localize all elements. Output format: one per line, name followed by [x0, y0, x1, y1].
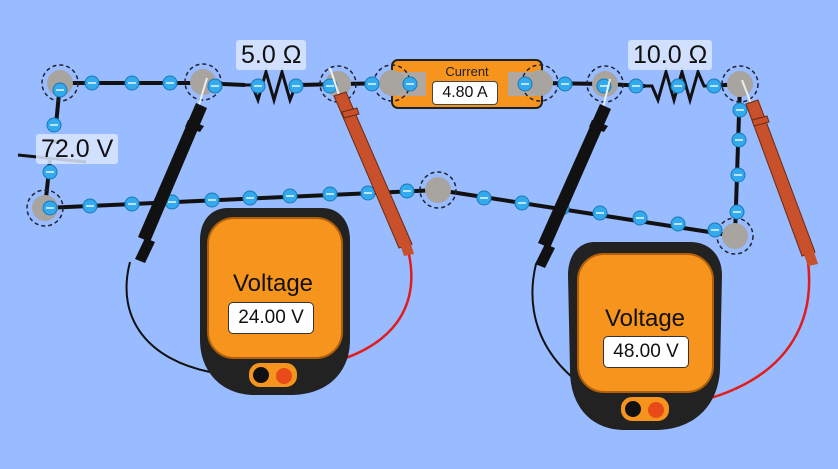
battery-label[interactable]: 72.0 V: [36, 134, 119, 164]
resistor1-label[interactable]: 5.0 Ω: [236, 40, 307, 70]
voltmeter2-reading: 48.00 V: [603, 336, 689, 368]
resistor2-label[interactable]: 10.0 Ω: [628, 40, 713, 70]
probe-red-1[interactable]: [329, 67, 414, 256]
probe-red-2[interactable]: [741, 79, 818, 266]
voltmeter2-title: Voltage: [604, 305, 686, 332]
junction-node[interactable]: [419, 171, 457, 209]
electrons: [42, 75, 748, 238]
voltmeter1-reading: 24.00 V: [228, 302, 314, 334]
probe-black-2[interactable]: [535, 78, 611, 268]
junction-node[interactable]: [721, 65, 759, 103]
ammeter-reading: 4.80 A: [432, 81, 498, 105]
voltmeter1-title: Voltage: [232, 270, 314, 297]
junction-node[interactable]: [716, 217, 754, 255]
ammeter-title: Current: [445, 64, 489, 79]
probe-black-1[interactable]: [135, 77, 208, 263]
